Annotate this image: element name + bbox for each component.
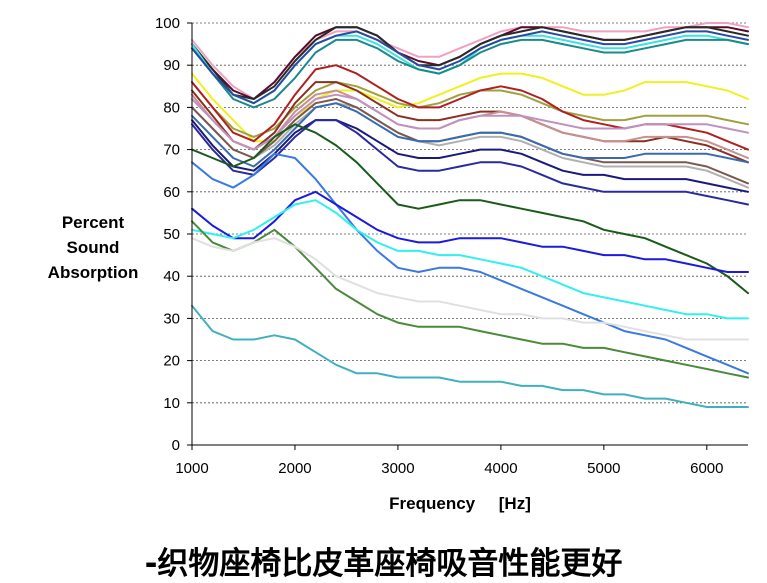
series-line-10: [191, 81, 749, 164]
x-axis-unit: [Hz]: [498, 494, 531, 513]
series-line-3: [191, 26, 749, 100]
y-tick-label: 30: [163, 310, 180, 327]
series-line-23: [191, 237, 749, 341]
y-tick-label: 20: [163, 353, 180, 370]
axes: [187, 22, 748, 450]
x-tick-label: 1000: [175, 460, 208, 477]
series-line-16: [191, 119, 749, 193]
y-tick-label: 70: [163, 142, 180, 159]
series-lines: [191, 22, 749, 408]
y-tick-label: 80: [163, 99, 180, 116]
series-line-15: [191, 102, 749, 168]
series-line-18: [191, 123, 749, 295]
y-tick-label: 100: [155, 15, 180, 32]
y-tick-label: 90: [163, 57, 180, 74]
y-tick-label: 40: [163, 268, 180, 285]
y-tick-label: 60: [163, 184, 180, 201]
series-line-24: [191, 304, 749, 408]
series-line-14: [191, 98, 749, 185]
y-tick-label: 50: [163, 226, 180, 243]
x-tick-labels: 1000 2000 3000 4000 5000 6000: [175, 460, 723, 477]
x-tick-label: 2000: [278, 460, 311, 477]
series-line-22: [191, 220, 749, 379]
y-tick-labels: 0 10 20 30 40 50 60 70 80 90 100: [155, 15, 180, 454]
slide-caption: -织物座椅比皮革座椅吸音性能更好: [144, 546, 623, 582]
series-line-12: [191, 93, 749, 151]
series-line-21: [191, 199, 749, 320]
x-tick-label: 6000: [690, 460, 723, 477]
y-tick-label: 10: [163, 395, 180, 412]
x-tick-label: 4000: [484, 460, 517, 477]
series-line-17: [191, 119, 749, 206]
series-line-19: [191, 152, 749, 375]
series-line-1: [191, 22, 749, 100]
series-line-6: [191, 30, 749, 105]
y-tick-label: 0: [172, 437, 180, 454]
series-line-13: [191, 102, 749, 189]
series-line-5: [191, 38, 749, 109]
x-axis-title: Frequency [Hz]: [300, 494, 620, 514]
x-tick-label: 3000: [381, 460, 414, 477]
x-axis-label: Frequency: [389, 494, 476, 513]
x-tick-label: 5000: [587, 460, 620, 477]
grid-lines: [192, 22, 748, 404]
y-axis-title: Percent Sound Absorption: [47, 213, 139, 282]
